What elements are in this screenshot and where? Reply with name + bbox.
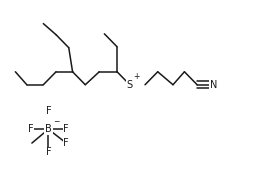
Text: +: + (134, 72, 140, 81)
Text: F: F (63, 124, 69, 134)
Text: B: B (45, 124, 52, 134)
Text: F: F (28, 124, 33, 134)
Text: N: N (210, 80, 217, 90)
Text: −: − (53, 117, 59, 126)
Text: S: S (127, 80, 133, 90)
Text: F: F (45, 106, 51, 116)
Text: F: F (63, 138, 69, 148)
Text: F: F (45, 147, 51, 157)
